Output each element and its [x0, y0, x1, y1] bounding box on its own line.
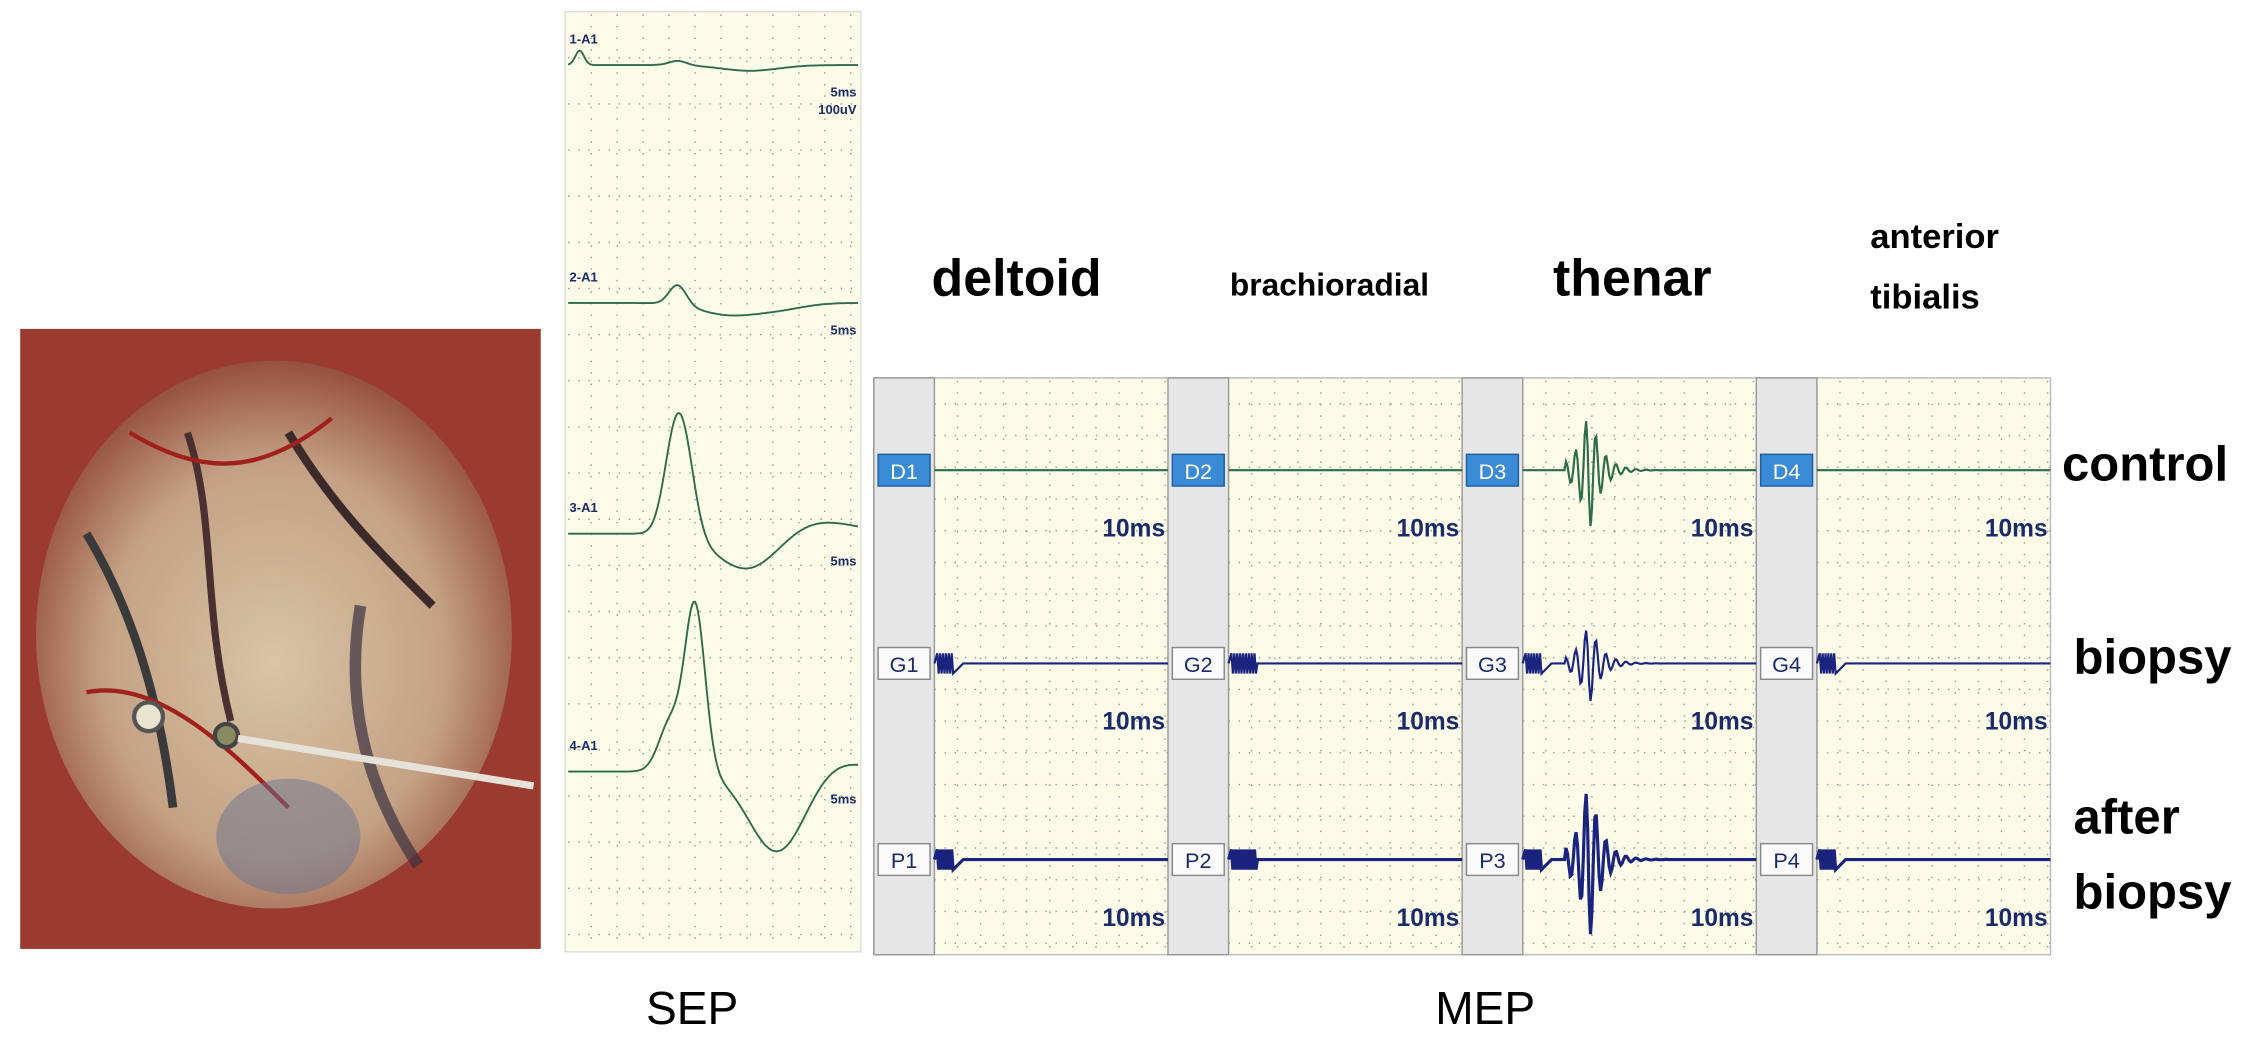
page: { "sep": { "title": "SEP", "traces": [ {… [0, 0, 2261, 1037]
condition-label: after [2074, 791, 2180, 845]
time-scale: 10ms [1985, 709, 2048, 736]
channel-label: P1 [891, 848, 917, 873]
sep-panel [565, 12, 861, 952]
figure: 1-A1 5ms 100uV 2-A1 5ms 3-A1 5ms 4-A1 5ms SEP del… [0, 0, 2261, 1037]
time-scale: 10ms [1397, 709, 1460, 736]
surgical-photo [20, 329, 541, 949]
channel-label: G2 [1184, 652, 1213, 677]
trace-label: 1-A1 [570, 31, 598, 46]
channel-label: P3 [1479, 848, 1505, 873]
channel-label: D3 [1479, 459, 1507, 484]
channel-label: G1 [890, 652, 919, 677]
sep-title: SEP [646, 982, 738, 1034]
time-scale: 10ms [1102, 709, 1165, 736]
channel-label: P2 [1185, 848, 1211, 873]
time-scale: 10ms [1985, 905, 2048, 932]
time-scale: 10ms [1397, 905, 1460, 932]
time-scale: 10ms [1691, 709, 1754, 736]
condition-label: biopsy [2074, 866, 2232, 920]
time-scale: 5ms [831, 553, 857, 568]
muscle-label: thenar [1553, 250, 1712, 308]
muscle-label: tibialis [1870, 279, 1980, 317]
time-scale: 10ms [1985, 516, 2048, 543]
time-scale: 10ms [1397, 516, 1460, 543]
condition-label: biopsy [2074, 631, 2232, 685]
amp-scale: 100uV [818, 102, 857, 117]
trace-label: 3-A1 [570, 500, 598, 515]
channel-label: D4 [1773, 459, 1801, 484]
channel-label: D2 [1184, 459, 1212, 484]
trace-label: 2-A1 [570, 269, 598, 284]
trace-label: 4-A1 [570, 738, 598, 753]
channel-label: G4 [1772, 652, 1801, 677]
time-scale: 10ms [1102, 905, 1165, 932]
time-scale: 10ms [1691, 516, 1754, 543]
time-scale: 5ms [831, 85, 857, 100]
mep-title: MEP [1435, 982, 1535, 1034]
time-scale: 10ms [1102, 516, 1165, 543]
time-scale: 5ms [831, 791, 857, 806]
time-scale: 10ms [1691, 905, 1754, 932]
channel-label: D1 [890, 459, 918, 484]
time-scale: 5ms [831, 323, 857, 338]
muscle-label: deltoid [932, 250, 1102, 308]
condition-label: control [2062, 437, 2228, 491]
muscle-label: anterior [1870, 218, 1999, 256]
channel-label: P4 [1773, 848, 1799, 873]
muscle-label: brachioradial [1230, 267, 1429, 303]
channel-label: G3 [1478, 652, 1507, 677]
